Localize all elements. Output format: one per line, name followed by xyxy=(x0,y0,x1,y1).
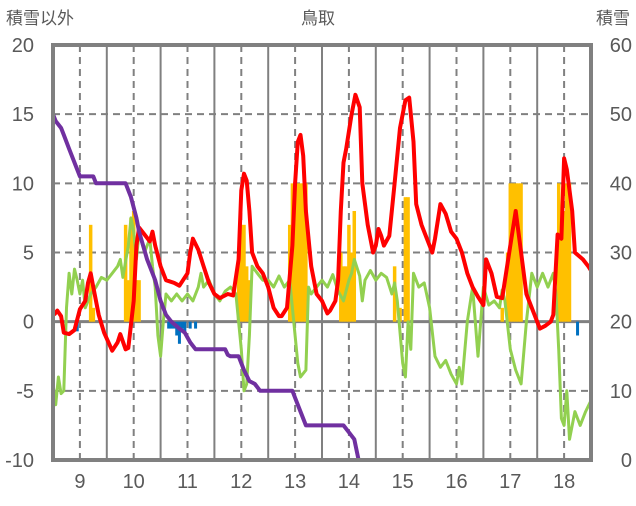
positive-bar xyxy=(513,183,518,322)
right-tick-label: 40 xyxy=(610,173,632,195)
x-tick-label: 9 xyxy=(74,471,85,493)
plot-frame xyxy=(51,43,593,462)
positive-bar xyxy=(406,197,410,322)
positive-bar xyxy=(565,183,569,322)
x-tick-label: 18 xyxy=(553,471,575,493)
right-tick-label: 30 xyxy=(610,243,632,265)
positive-bar xyxy=(556,183,561,322)
positive-bar xyxy=(296,183,300,322)
positive-bar xyxy=(562,211,566,322)
x-tick-label: 11 xyxy=(177,471,198,493)
positive-bar xyxy=(293,183,297,322)
negative-bar xyxy=(167,321,171,329)
positive-bar xyxy=(392,266,397,322)
right-tick-label: 50 xyxy=(610,104,632,126)
frame xyxy=(51,43,593,462)
x-tick-label: 10 xyxy=(123,471,145,493)
positive-bar xyxy=(301,183,305,322)
negative-bar xyxy=(183,321,187,333)
positive-bar xyxy=(511,183,515,322)
positive-bar xyxy=(123,224,128,322)
left-tick-label: 15 xyxy=(12,104,34,126)
x-tick-label: 15 xyxy=(392,471,414,493)
positive-bar xyxy=(239,224,244,322)
positive-bar xyxy=(244,266,249,322)
negative-bar xyxy=(177,321,181,344)
right-tick-label: 20 xyxy=(610,312,632,334)
positive-bar xyxy=(403,197,408,322)
left-tick-label: 5 xyxy=(23,243,34,265)
right-tick-label: 60 xyxy=(610,35,632,57)
left-tick-label: -5 xyxy=(16,381,34,403)
x-tick-label: 12 xyxy=(230,471,252,493)
positive-bar xyxy=(137,280,141,322)
snow-depth-line xyxy=(51,113,591,462)
lines xyxy=(51,92,593,462)
green-line xyxy=(51,216,593,441)
positive-bar xyxy=(298,183,303,322)
positive-bar xyxy=(304,183,308,322)
x-tick-label: 14 xyxy=(338,471,360,493)
left-axis-title: 積雪以外 xyxy=(6,9,74,28)
positive-bar xyxy=(505,252,510,322)
chart-title: 鳥取 xyxy=(301,9,335,28)
positive-bar xyxy=(516,183,521,322)
negative-bar xyxy=(169,321,173,329)
positive-bar xyxy=(500,307,504,322)
positive-bar xyxy=(339,252,343,322)
left-tick-label: 0 xyxy=(23,312,34,334)
right-axis-title: 積雪 xyxy=(596,9,630,28)
x-tick-label: 16 xyxy=(445,471,467,493)
positive-bar xyxy=(134,280,139,322)
positive-bar xyxy=(242,224,246,322)
left-tick-label: -10 xyxy=(5,450,34,472)
left-tick-label: 10 xyxy=(12,173,34,195)
positive-bar xyxy=(398,307,402,322)
positive-bar xyxy=(91,307,96,322)
x-tick-label: 17 xyxy=(499,471,521,493)
positive-bar xyxy=(559,238,564,322)
left-tick-label: 20 xyxy=(12,35,34,57)
positive-bar xyxy=(567,183,572,322)
positive-bar xyxy=(129,217,133,322)
positive-bar xyxy=(126,280,131,322)
negative-bar xyxy=(576,321,580,336)
negative-bar xyxy=(194,321,198,329)
right-tick-label: 10 xyxy=(610,381,632,403)
positive-bar xyxy=(349,252,354,322)
negative-bar xyxy=(188,321,192,329)
negative-bar xyxy=(180,321,184,329)
x-tick-label: 13 xyxy=(284,471,306,493)
positive-bar xyxy=(341,266,346,322)
positive-bar xyxy=(347,224,351,322)
positive-bar xyxy=(236,266,241,322)
right-tick-label: 0 xyxy=(621,450,632,472)
